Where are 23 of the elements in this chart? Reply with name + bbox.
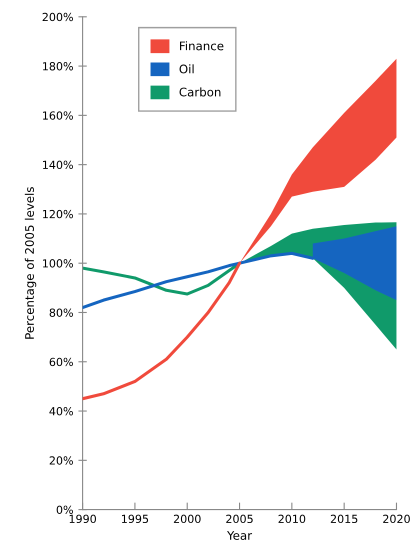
y-tick-label: 40%	[49, 407, 73, 416]
y-tick-label: 140%	[43, 160, 73, 170]
legend-label: Carbon	[180, 87, 220, 97]
y-tick-label: 160%	[43, 111, 73, 120]
y-axis-title: Percentage of 2005 levels	[24, 187, 36, 339]
x-tick-label: 2020	[383, 514, 410, 524]
x-tick-label: 2010	[278, 514, 306, 524]
x-tick-label: 2005	[226, 514, 253, 524]
x-tick-label: 2015	[330, 514, 358, 524]
x-tick-label: 2000	[174, 514, 201, 524]
x-tick-label: 1990	[70, 514, 96, 524]
y-tick-label: 100%	[43, 259, 73, 268]
y-tick-label: 60%	[50, 358, 73, 366]
legend-label: Oil	[180, 64, 194, 74]
y-tick-label: 80%	[50, 308, 73, 317]
legend-label: Finance	[180, 41, 224, 50]
y-tick-label: 180%	[43, 62, 73, 70]
x-axis-title: Year	[227, 531, 252, 540]
y-tick-label: 0%	[56, 506, 73, 514]
y-tick-label: 200%	[42, 12, 73, 22]
y-tick-label: 120%	[43, 210, 73, 218]
y-tick-label: 20%	[50, 456, 73, 465]
x-tick-label: 1995	[122, 514, 148, 524]
